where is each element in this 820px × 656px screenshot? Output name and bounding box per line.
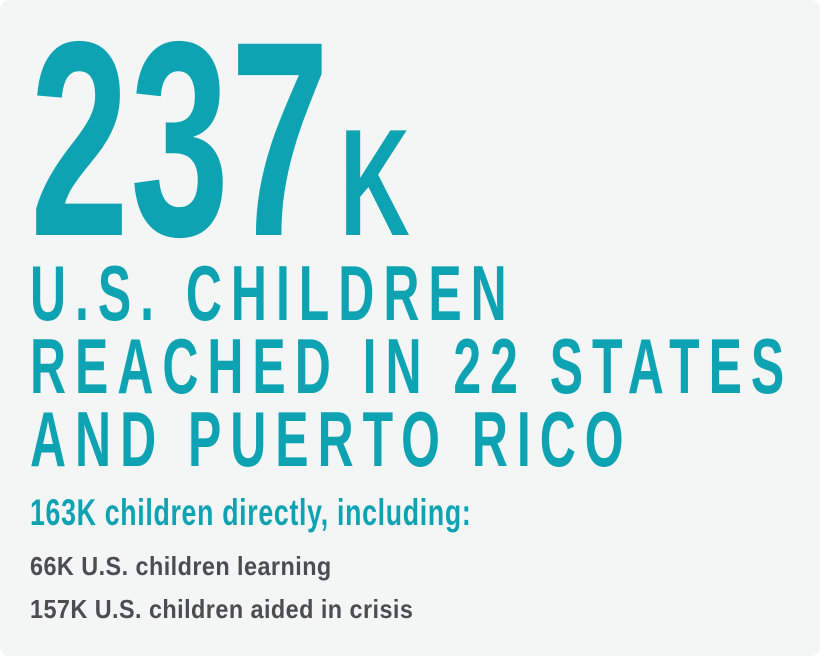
headline-line-3: AND PUERTO RICO	[30, 394, 820, 478]
headline-line-1-text: U.S. CHILDREN	[30, 249, 516, 337]
detail-line: 157K U.S. children aided in crisis	[30, 594, 456, 625]
detail-line: 66K U.S. children learning	[30, 551, 365, 582]
headline-line-3-text: AND PUERTO RICO	[30, 395, 633, 483]
detail-line-2-text: 157K U.S. children aided in crisis	[30, 594, 414, 624]
headline-stat: 237K	[30, 0, 410, 322]
headline-line-2: REACHED IN 22 STATES	[30, 321, 820, 405]
headline-number-unit: K	[339, 98, 410, 268]
subhead: 163K children directly, including:	[30, 492, 643, 534]
headline-line-2-text: REACHED IN 22 STATES	[30, 322, 794, 410]
headline: U.S. CHILDREN REACHED IN 22 STATES AND P…	[30, 248, 820, 478]
headline-line-1: U.S. CHILDREN	[30, 248, 820, 332]
detail-line-1-text: 66K U.S. children learning	[30, 551, 332, 581]
headline-number: 237	[30, 0, 331, 294]
subhead-text: 163K children directly, including:	[30, 492, 472, 533]
